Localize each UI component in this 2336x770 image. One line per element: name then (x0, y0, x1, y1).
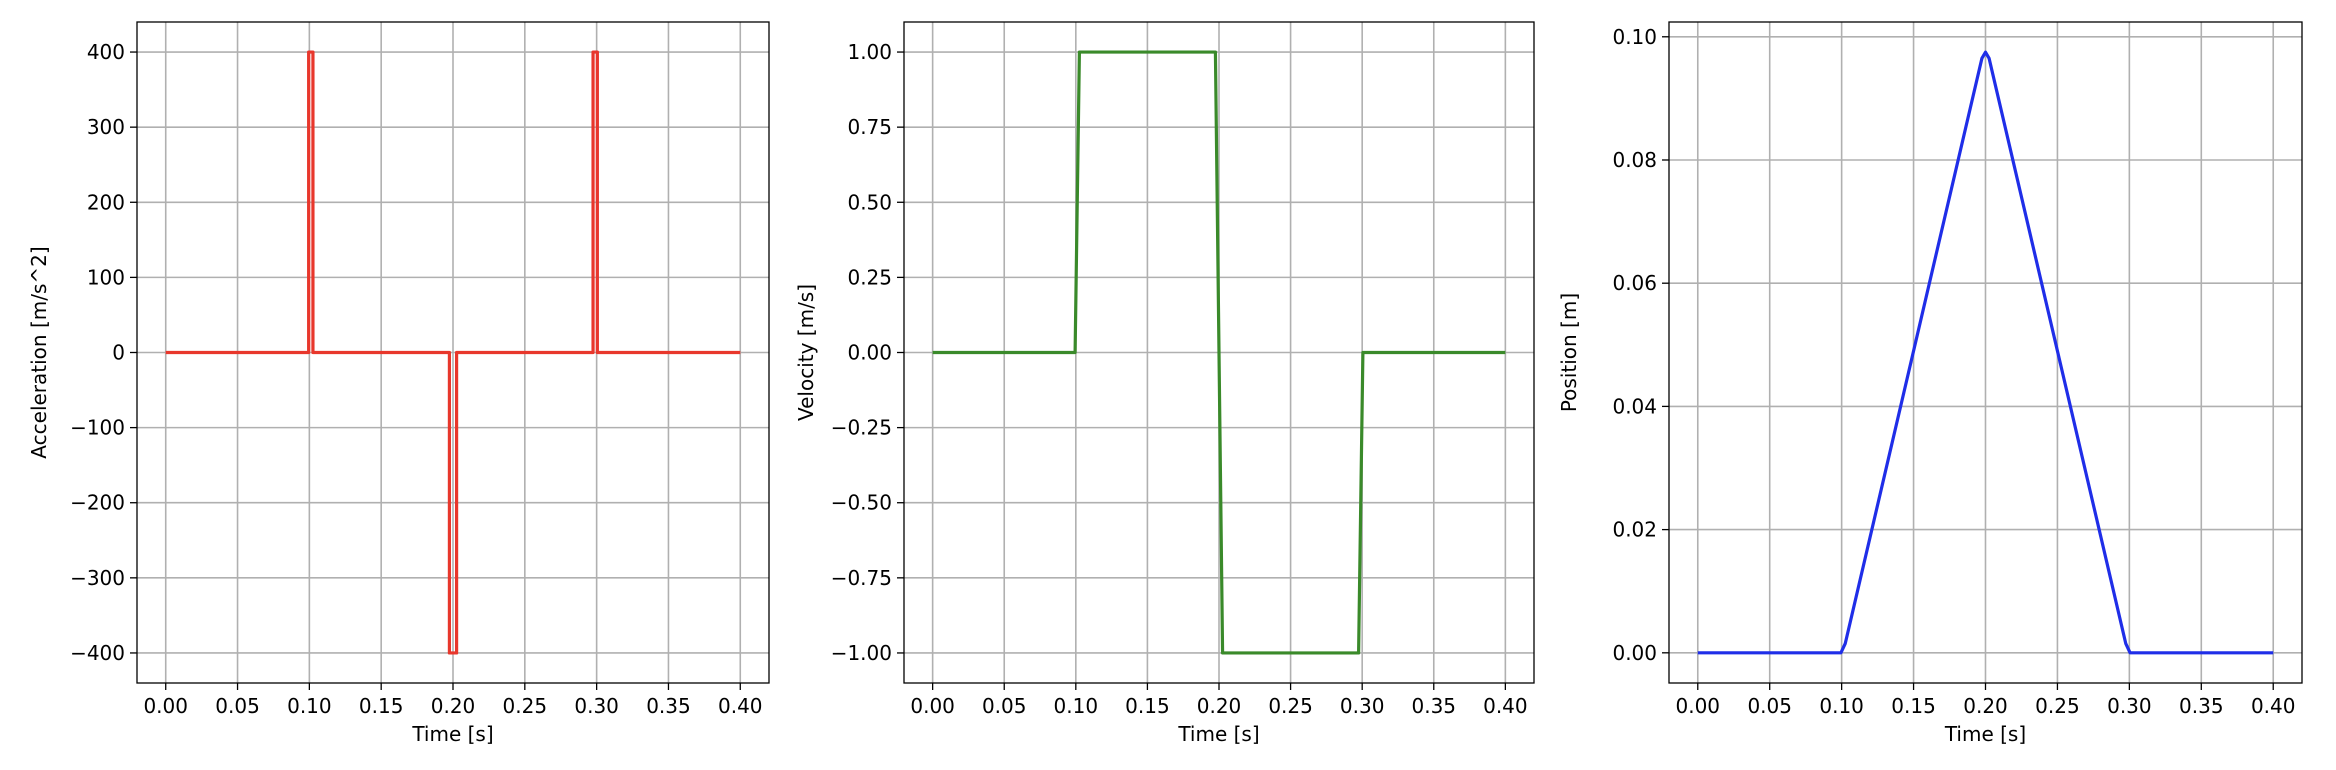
x-tick-label: 0.05 (982, 694, 1027, 718)
x-tick-label: 0.35 (646, 694, 691, 718)
y-tick-label: 0.10 (1612, 25, 1657, 49)
y-tick-label: −0.50 (831, 491, 892, 515)
x-tick-label: 0.05 (215, 694, 260, 718)
x-tick-label: 0.15 (1125, 694, 1170, 718)
x-tick-label: 0.30 (1340, 694, 1385, 718)
y-tick-label: 0.08 (1612, 148, 1657, 172)
x-tick-label: 0.10 (287, 694, 332, 718)
velocity-subplot: 0.00 0.05 0.10 0.15 0.20 0.25 0.30 0.35 0.40 −1.0… (794, 21, 1535, 746)
y-axis-label: Velocity [m/s] (794, 284, 818, 421)
x-tick-label: 0.20 (1197, 694, 1242, 718)
y-tick-label: 0.00 (1612, 641, 1657, 665)
y-tick-label: 0.25 (847, 265, 892, 289)
y-tick-label: −1.00 (831, 641, 892, 665)
x-tick-label: 0.10 (1819, 694, 1864, 718)
x-tick-label: 0.20 (431, 694, 476, 718)
x-axis-label: Time [s] (411, 722, 493, 746)
y-axis-label: Position [m] (1557, 293, 1581, 412)
x-tick-label: 0.00 (1676, 694, 1721, 718)
y-tick-label: 1.00 (847, 40, 892, 64)
series-line (932, 50, 1506, 655)
x-axis-label: Time [s] (1177, 722, 1259, 746)
x-tick-label: 0.35 (2179, 694, 2224, 718)
y-tick-label: 0.04 (1612, 394, 1657, 418)
y-tick-label: 100 (87, 265, 125, 289)
y-tick-label: 0 (112, 341, 125, 365)
x-tick-label: 0.15 (359, 694, 404, 718)
x-tick-label: 0.40 (1483, 694, 1528, 718)
x-tick-label: 0.25 (1268, 694, 1313, 718)
x-tick-label: 0.25 (2035, 694, 2080, 718)
x-axis-label: Time [s] (1944, 722, 2026, 746)
y-tick-label: −300 (70, 566, 125, 590)
y-axis-label: Acceleration [m/s^2] (27, 246, 51, 458)
x-tick-label: 0.20 (1963, 694, 2008, 718)
y-tick-label: −100 (70, 416, 125, 440)
y-tick-label: 400 (87, 40, 125, 64)
x-tick-label: 0.40 (2251, 694, 2296, 718)
y-tick-label: −0.75 (831, 566, 892, 590)
series-line (165, 50, 741, 655)
x-tick-label: 0.00 (143, 694, 188, 718)
x-tick-label: 0.40 (718, 694, 763, 718)
x-tick-label: 0.15 (1891, 694, 1936, 718)
acceleration-subplot: 0.00 0.05 0.10 0.15 0.20 0.25 0.30 0.35 0.40 −400… (27, 21, 770, 746)
x-tick-label: 0.30 (574, 694, 619, 718)
position-subplot: 0.00 0.05 0.10 0.15 0.20 0.25 0.30 0.35 0.40 0.00… (1557, 21, 2303, 746)
x-tick-label: 0.35 (1412, 694, 1457, 718)
x-tick-label: 0.00 (910, 694, 955, 718)
y-tick-label: 0.02 (1612, 518, 1657, 542)
y-tick-label: 0.06 (1612, 271, 1657, 295)
x-tick-label: 0.10 (1054, 694, 1099, 718)
y-tick-label: 0.75 (847, 115, 892, 139)
y-tick-label: −0.25 (831, 416, 892, 440)
y-tick-label: 0.50 (847, 190, 892, 214)
y-tick-label: 200 (87, 190, 125, 214)
y-tick-label: 0.00 (847, 341, 892, 365)
x-tick-label: 0.25 (503, 694, 548, 718)
y-tick-label: 300 (87, 115, 125, 139)
y-tick-label: −400 (70, 641, 125, 665)
x-tick-label: 0.30 (2107, 694, 2152, 718)
series-line (1697, 50, 2274, 655)
x-tick-label: 0.05 (1747, 694, 1792, 718)
y-tick-label: −200 (70, 491, 125, 515)
